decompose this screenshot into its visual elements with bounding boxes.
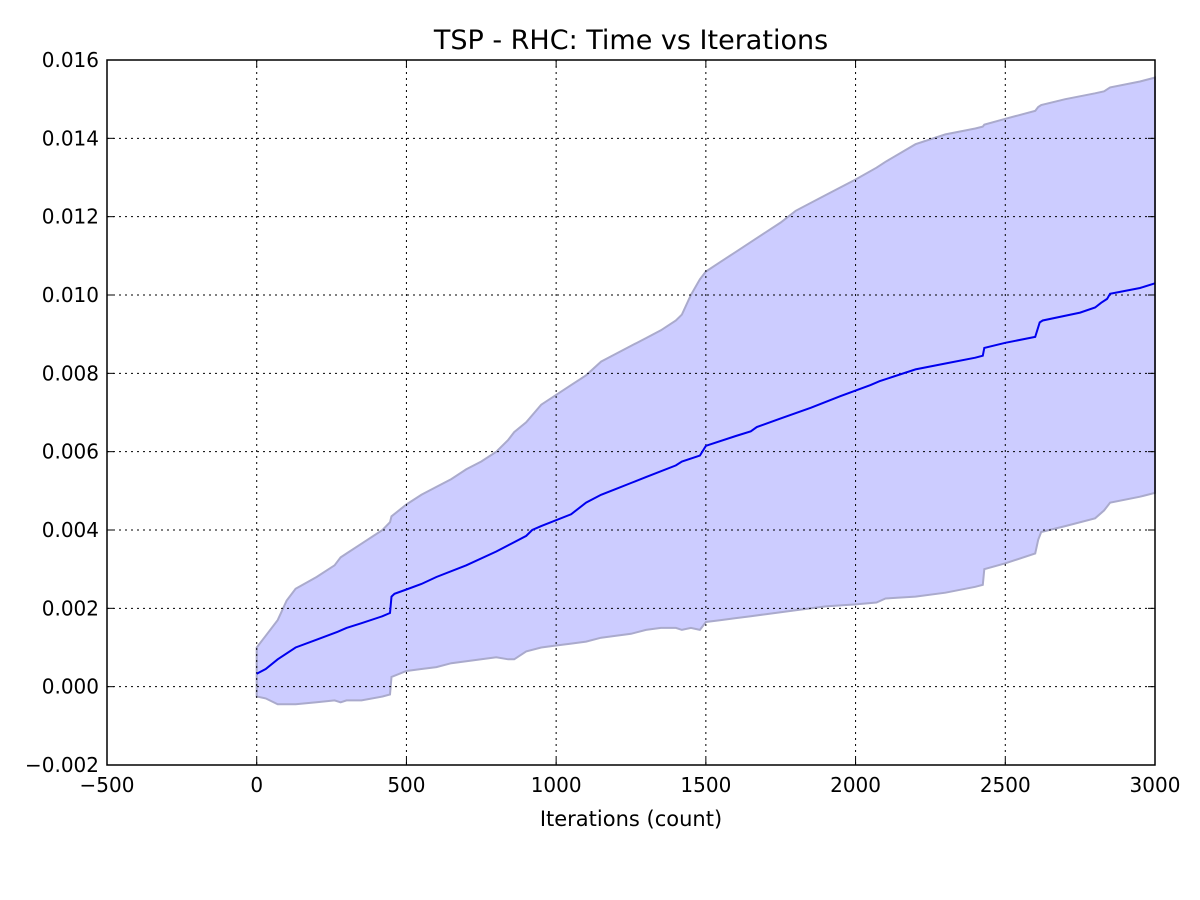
- y-tick-label: 0.014: [42, 126, 99, 150]
- y-tick-label: 0.016: [42, 48, 99, 72]
- series-line-layer: [256, 282, 1156, 675]
- y-tick-label: 0.002: [42, 596, 99, 620]
- x-tick-label: 2500: [980, 773, 1031, 797]
- y-tick-label: −0.002: [25, 753, 99, 777]
- x-tick-label: 1500: [680, 773, 731, 797]
- y-tick-label: 0.000: [42, 675, 99, 699]
- x-tick-label: 2000: [830, 773, 881, 797]
- y-tick-label: 0.010: [42, 283, 99, 307]
- y-tick-label: 0.004: [42, 518, 99, 542]
- y-tick-label: 0.006: [42, 440, 99, 464]
- series-line-mean: [256, 282, 1156, 675]
- x-tick-label: −500: [80, 773, 135, 797]
- plot-frame: [106, 59, 1156, 766]
- y-tick-label: 0.008: [42, 361, 99, 385]
- tick-layer: −500 0 500 1000 1500 2000 2500 3000 −0.002 0.000 0…: [25, 48, 1180, 797]
- y-tick-label: 0.012: [42, 205, 99, 229]
- chart-title: TSP - RHC: Time vs Iterations: [433, 25, 828, 56]
- grid-layer: [107, 60, 1155, 765]
- x-axis-label: Iterations (count): [540, 807, 722, 831]
- x-tick-label: 0: [250, 773, 263, 797]
- x-tick-label: 500: [387, 773, 425, 797]
- x-tick-label: 1000: [531, 773, 582, 797]
- x-tick-label: 3000: [1130, 773, 1181, 797]
